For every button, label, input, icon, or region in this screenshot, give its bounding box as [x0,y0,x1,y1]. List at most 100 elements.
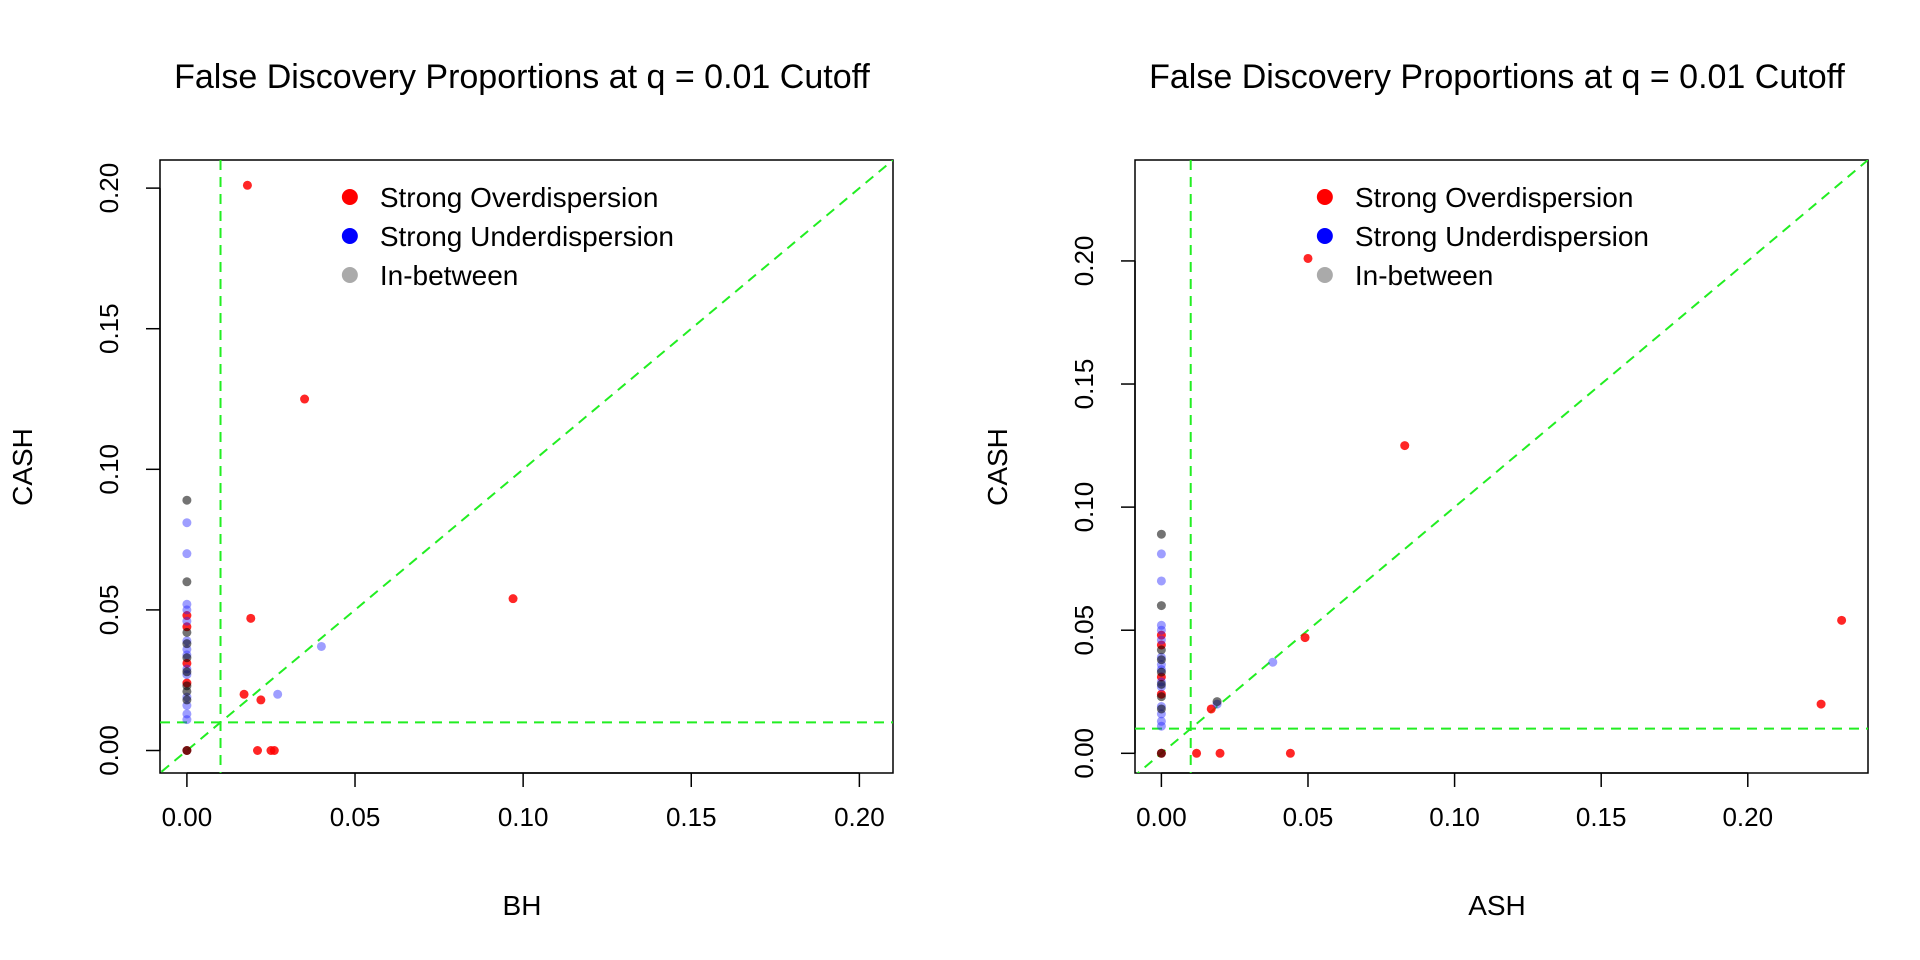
data-point [1303,253,1313,263]
y-tick-label: 0.00 [94,725,124,776]
y-tick-label: 0.15 [94,303,124,354]
x-tick-label: 0.10 [498,802,549,832]
plot-marks: 0.00 0.05 0.10 0.15 0.20 0.00 0.05 0.10 0.15 0.20… [1069,159,1869,832]
legend-swatch [341,228,358,244]
data-point [239,689,249,699]
panel-bh-vs-cash: False Discovery Proportions at q = 0.01 … [7,58,894,921]
data-point [1215,748,1225,758]
data-point [1156,679,1166,689]
chart-title: False Discovery Proportions at q = 0.01 … [1149,58,1845,96]
x-tick-label: 0.15 [666,802,717,832]
data-point [316,641,326,651]
data-point [182,549,192,559]
data-point [1212,697,1222,707]
data-point [1156,601,1166,611]
x-tick-label: 0.00 [162,802,213,832]
data-point [1192,748,1202,758]
data-point [246,613,256,623]
data-point [182,518,192,528]
legend-swatch [341,267,358,283]
data-point [182,611,192,621]
data-point [1156,667,1166,677]
data-point [300,394,310,404]
data-point [1285,748,1295,758]
y-tick-label: 0.05 [94,585,124,636]
x-tick-label: 0.10 [1429,802,1480,832]
y-tick-label: 0.00 [1069,728,1099,779]
legend-label: Strong Overdispersion [1355,182,1634,213]
legend-swatch [341,189,358,205]
x-axis-title: BH [503,890,542,921]
data-point [182,653,192,663]
data-point [182,639,192,649]
legend-label: Strong Overdispersion [380,182,659,213]
chart-title: False Discovery Proportions at q = 0.01 … [174,58,870,96]
x-tick-label: 0.15 [1576,802,1627,832]
y-axis-title: CASH [982,428,1013,506]
data-point [1156,704,1166,714]
data-point [256,695,266,705]
data-point [182,715,192,725]
data-point [1156,635,1166,645]
data-point [182,695,192,705]
data-point [269,746,279,756]
data-point [1300,633,1310,643]
data-point [253,746,263,756]
data-point [1156,721,1166,731]
data-point [1156,549,1166,559]
data-point [182,495,192,505]
data-point [1816,699,1826,709]
legend-swatch [1316,189,1333,205]
data-point [1837,615,1847,625]
data-point [1156,630,1166,640]
legend-swatch [1316,228,1333,244]
x-tick-label: 0.05 [1283,802,1334,832]
data-point [182,667,192,677]
data-point [1400,441,1410,451]
x-tick-label: 0.05 [330,802,381,832]
legend-label: Strong Underdispersion [1355,221,1649,252]
data-point [1156,692,1166,702]
data-point [1156,748,1166,758]
data-point [242,180,252,190]
x-tick-label: 0.00 [1136,802,1187,832]
data-point [182,577,192,587]
data-point [182,627,192,637]
data-point [182,686,192,696]
data-point [1268,657,1278,667]
y-tick-label: 0.10 [94,444,124,495]
legend-label: In-between [380,260,519,291]
y-axis-title: CASH [7,428,38,506]
data-point [182,616,192,626]
data-point [1156,576,1166,586]
panel-ash-vs-cash: False Discovery Proportions at q = 0.01 … [982,58,1869,921]
data-point [1156,716,1166,726]
data-point [182,746,192,756]
x-tick-label: 0.20 [834,802,885,832]
x-tick-label: 0.20 [1722,802,1773,832]
data-point [182,709,192,719]
reference-diagonal-line [160,160,893,773]
data-point [273,689,283,699]
x-axis-title: ASH [1468,890,1526,921]
data-point [182,605,192,615]
data-point [1156,645,1166,655]
data-point [182,599,192,609]
y-tick-label: 0.05 [1069,605,1099,656]
y-tick-label: 0.20 [1069,236,1099,287]
data-point [1156,529,1166,539]
legend-label: Strong Underdispersion [380,221,674,252]
legend-label: In-between [1355,260,1494,291]
data-point [1206,704,1216,714]
data-point [508,594,518,604]
plot-marks: 0.00 0.05 0.10 0.15 0.20 0.00 0.05 0.10 0.15 0.20… [94,159,894,832]
y-tick-label: 0.15 [1069,359,1099,410]
legend-swatch [1316,267,1333,283]
y-tick-label: 0.20 [94,163,124,214]
data-point [1156,625,1166,635]
data-point [1156,655,1166,665]
y-tick-label: 0.10 [1069,482,1099,533]
data-point [1156,620,1166,630]
reference-diagonal-line [1136,160,1868,773]
